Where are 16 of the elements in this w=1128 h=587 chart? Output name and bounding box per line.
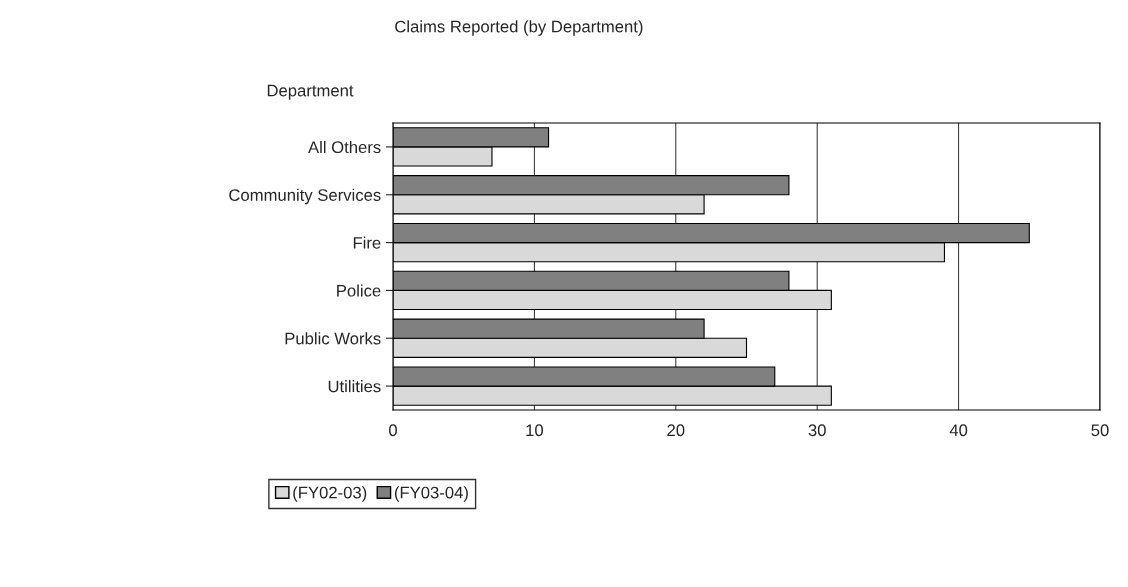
x-tick-label: 0 [389,424,397,437]
chart-title: Claims Reported (by Department) [395,20,643,36]
y-axis-title: Department [267,84,354,100]
legend-label: (FY02-03) [293,486,367,502]
y-tick-label: Utilities [328,380,381,393]
y-tick-label: All Others [308,140,381,154]
y-tick-label: Police [337,284,381,297]
x-tick-label: 50 [1091,424,1109,437]
x-tick-label: 20 [667,424,685,437]
y-tick-label: Fire [353,236,381,249]
y-tick-label: Public Works [285,332,381,345]
y-tick-label: Community Services [229,188,381,205]
x-tick-label: 30 [808,424,826,437]
legend-label: (FY03-04) [394,486,468,502]
x-tick-label: 40 [949,424,968,437]
x-tick-label: 10 [526,424,544,437]
